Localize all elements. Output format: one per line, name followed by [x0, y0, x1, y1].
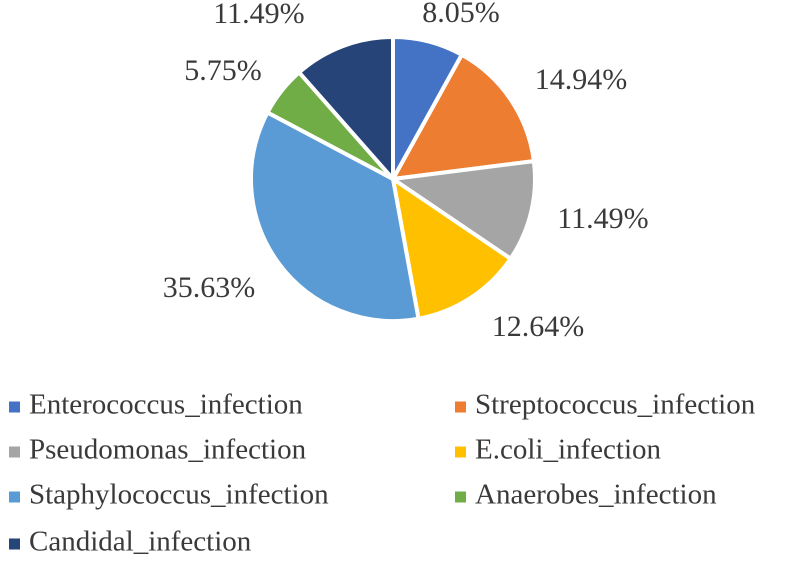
slice-value-label: 12.64%	[492, 310, 585, 343]
slice-value-label: 11.49%	[557, 202, 648, 235]
legend-label: Streptococcus_infection	[475, 389, 756, 421]
pie-slices	[249, 35, 537, 323]
legend-swatch	[9, 538, 20, 550]
legend-item: Anaerobes_infection	[455, 479, 717, 511]
legend-label: Pseudomonas_infection	[29, 434, 307, 466]
legend-item: E.coli_infection	[455, 434, 662, 466]
legend-item: Enterococcus_infection	[9, 389, 303, 421]
slice-labels: 8.05% 14.94% 11.49% 12.64% 35.63% 5.75% 11.49%	[163, 0, 649, 343]
legend-swatch	[9, 491, 20, 503]
pie-slice-staphylococcus-infection	[249, 110, 421, 323]
legend-label: E.coli_infection	[475, 434, 662, 466]
legend-swatch	[9, 401, 20, 413]
legend-swatch	[455, 446, 466, 458]
legend-label: Candidal_infection	[29, 526, 252, 558]
slice-value-label: 35.63%	[163, 271, 256, 304]
pie-slice-pseudomonas-infection	[391, 159, 537, 261]
slice-value-label: 14.94%	[535, 63, 628, 96]
slice-value-label: 11.49%	[213, 0, 304, 30]
pie-slice-streptococcus-infection	[391, 52, 536, 181]
slice-value-label: 8.05%	[422, 0, 500, 29]
legend-swatch	[9, 446, 20, 458]
legend-label: Anaerobes_infection	[475, 479, 717, 511]
pie-slice-candidal-infection	[297, 35, 395, 181]
legend-swatch	[455, 491, 466, 503]
legend-label: Staphylococcus_infection	[29, 479, 329, 511]
legend-label: Enterococcus_infection	[29, 389, 303, 421]
legend-item: Candidal_infection	[9, 526, 252, 558]
legend-swatch	[455, 401, 466, 413]
legend-item: Streptococcus_infection	[455, 389, 756, 421]
legend-item: Staphylococcus_infection	[9, 479, 329, 511]
slice-value-label: 5.75%	[184, 54, 262, 87]
pie-slice-e-coli-infection	[391, 177, 513, 321]
legend-item: Pseudomonas_infection	[9, 434, 307, 466]
legend: Enterococcus_infection Streptococcus_infe…	[9, 389, 756, 558]
